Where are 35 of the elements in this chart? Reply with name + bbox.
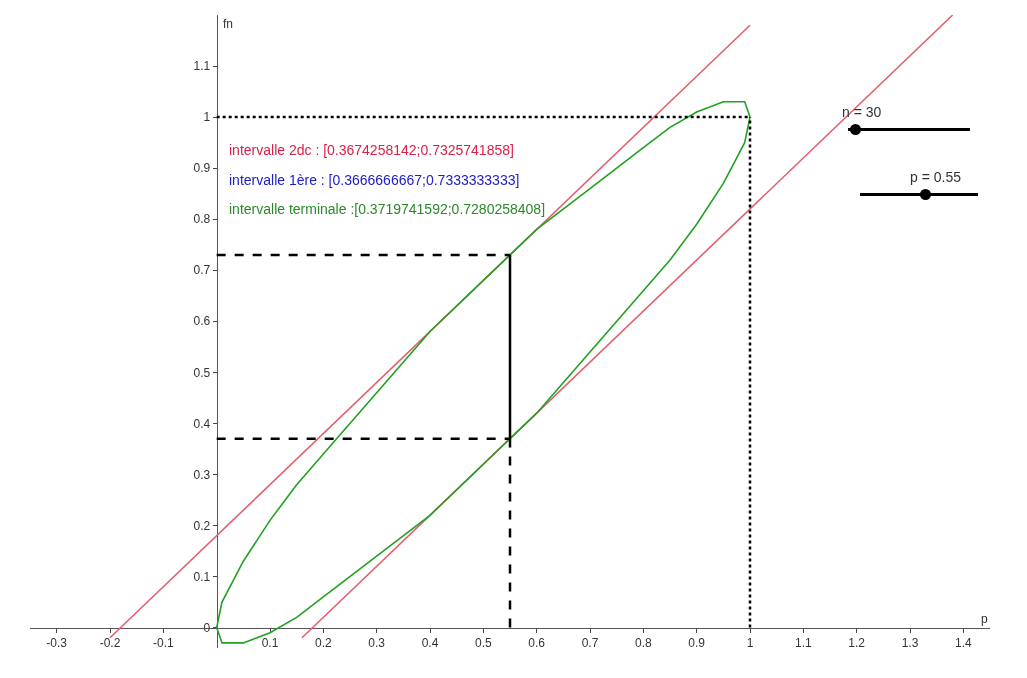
x-tick-label: 1: [746, 635, 754, 650]
x-tick-label: 0.5: [474, 635, 492, 650]
x-tick-label: 0.9: [688, 635, 706, 650]
x-axis-title: p: [981, 612, 988, 626]
x-tick-label: 1.1: [794, 635, 812, 650]
annotation: intervalle 2dc : [0.3674258142;0.7325741858]: [229, 142, 514, 158]
y-axis-title: fn: [223, 17, 234, 31]
y-tick-label: 0.8: [193, 212, 211, 227]
x-tick-label: 0.1: [261, 635, 279, 650]
x-tick-label: -0.2: [99, 635, 121, 650]
y-tick-label: 0.4: [193, 416, 211, 431]
y-tick-label: 0.1: [193, 569, 211, 584]
y-tick-label: 0.6: [193, 314, 211, 329]
y-tick-label: 0.9: [193, 161, 211, 176]
annotation: p = 0.55: [910, 169, 961, 185]
x-tick-label: 0.7: [581, 635, 599, 650]
y-tick-label: 0.7: [193, 263, 211, 278]
x-tick-label: -0.3: [46, 635, 68, 650]
annotation: n = 30: [842, 104, 882, 120]
y-tick-label: 0.5: [193, 365, 211, 380]
x-tick-label: 0.2: [314, 635, 332, 650]
x-tick-label: -0.1: [152, 635, 174, 650]
y-tick-label: 1.1: [193, 59, 211, 74]
x-tick-label: 0.6: [528, 635, 546, 650]
annotation: intervalle terminale :[0.3719741592;0.7280258408]: [229, 201, 546, 217]
x-tick-label: 0.3: [368, 635, 386, 650]
x-tick-label: 1.4: [954, 635, 972, 650]
y-tick-label: 1: [203, 110, 211, 125]
x-tick-label: 0.4: [421, 635, 439, 650]
x-tick-label: 1.2: [848, 635, 866, 650]
x-tick-label: 1.3: [901, 635, 919, 650]
y-tick-label: 0.2: [193, 518, 211, 533]
annotation: intervalle 1ère : [0.3666666667;0.7333333333]: [229, 172, 520, 188]
x-tick-label: 0.8: [634, 635, 652, 650]
y-tick-label: 0.3: [193, 467, 211, 482]
